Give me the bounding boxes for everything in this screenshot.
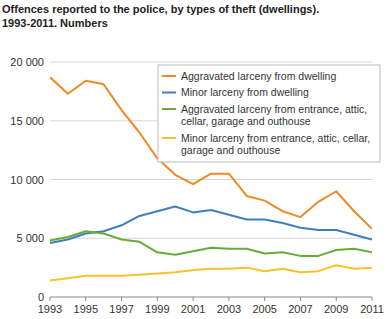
legend-box (158, 65, 380, 162)
x-tick-label: 2001 (181, 303, 205, 315)
x-tick-label: 1993 (38, 303, 62, 315)
series-line (50, 207, 372, 243)
series-line (50, 265, 372, 280)
series-line (50, 231, 372, 256)
x-tick (228, 297, 229, 301)
x-tick-label: 1999 (145, 303, 169, 315)
x-tick-label: 2009 (324, 303, 348, 315)
legend-swatch (162, 75, 176, 77)
y-tick-label: 5 000 (16, 232, 44, 244)
legend-label-line: Aggravated larceny from dwelling (181, 70, 336, 82)
legend-label: Minor larceny from entrance, attic, cell… (181, 132, 370, 157)
lines (50, 77, 372, 280)
y-tick-label: 15 000 (10, 115, 44, 127)
legend-label-line: Minor larceny from entrance, attic, cell… (181, 132, 370, 144)
x-tick-label: 2007 (288, 303, 312, 315)
legend-swatch (162, 108, 176, 110)
x-tick (85, 297, 86, 301)
title: Offences reported to the police, by type… (2, 3, 319, 15)
x-tick (336, 297, 337, 301)
legend-label: Aggravated larceny from dwelling (181, 70, 336, 82)
chart: Offences reported to the police, by type… (0, 0, 392, 319)
legend-swatch (162, 92, 176, 94)
x-tick-label: 2011 (360, 303, 384, 315)
x-tick-label: 2005 (252, 303, 276, 315)
x-tick-label: 2003 (217, 303, 241, 315)
x-tick (372, 297, 373, 301)
x-tick (121, 297, 122, 301)
legend: Aggravated larceny from dwelling Minor la… (158, 65, 380, 162)
x-tick (193, 297, 194, 301)
legend-swatch (162, 137, 176, 139)
legend-label: Aggravated larceny from entrance, attic,… (181, 103, 367, 128)
legend-label-line: Minor larceny from dwelling (181, 86, 309, 98)
legend-label-line: garage and outhouse (181, 144, 280, 156)
grid-line (50, 297, 372, 298)
x-tick-label: 1997 (109, 303, 133, 315)
grid-line (50, 62, 372, 63)
grid-line (50, 179, 372, 180)
x-tick-label: 1995 (74, 303, 98, 315)
y-tick-label: 10 000 (10, 174, 44, 186)
x-tick (264, 297, 265, 301)
grid-line (50, 238, 372, 239)
legend-label-line: Aggravated larceny from entrance, attic, (181, 103, 367, 115)
x-tick (300, 297, 301, 301)
x-tick (157, 297, 158, 301)
legend-label-line: cellar, garage and outhouse (181, 115, 311, 127)
x-tick (50, 297, 51, 301)
y-tick-label: 0 (38, 291, 44, 303)
y-tick-label: 20 000 (10, 56, 44, 68)
legend-label: Minor larceny from dwelling (181, 86, 309, 98)
subtitle: 1993-2011. Numbers (2, 17, 108, 29)
